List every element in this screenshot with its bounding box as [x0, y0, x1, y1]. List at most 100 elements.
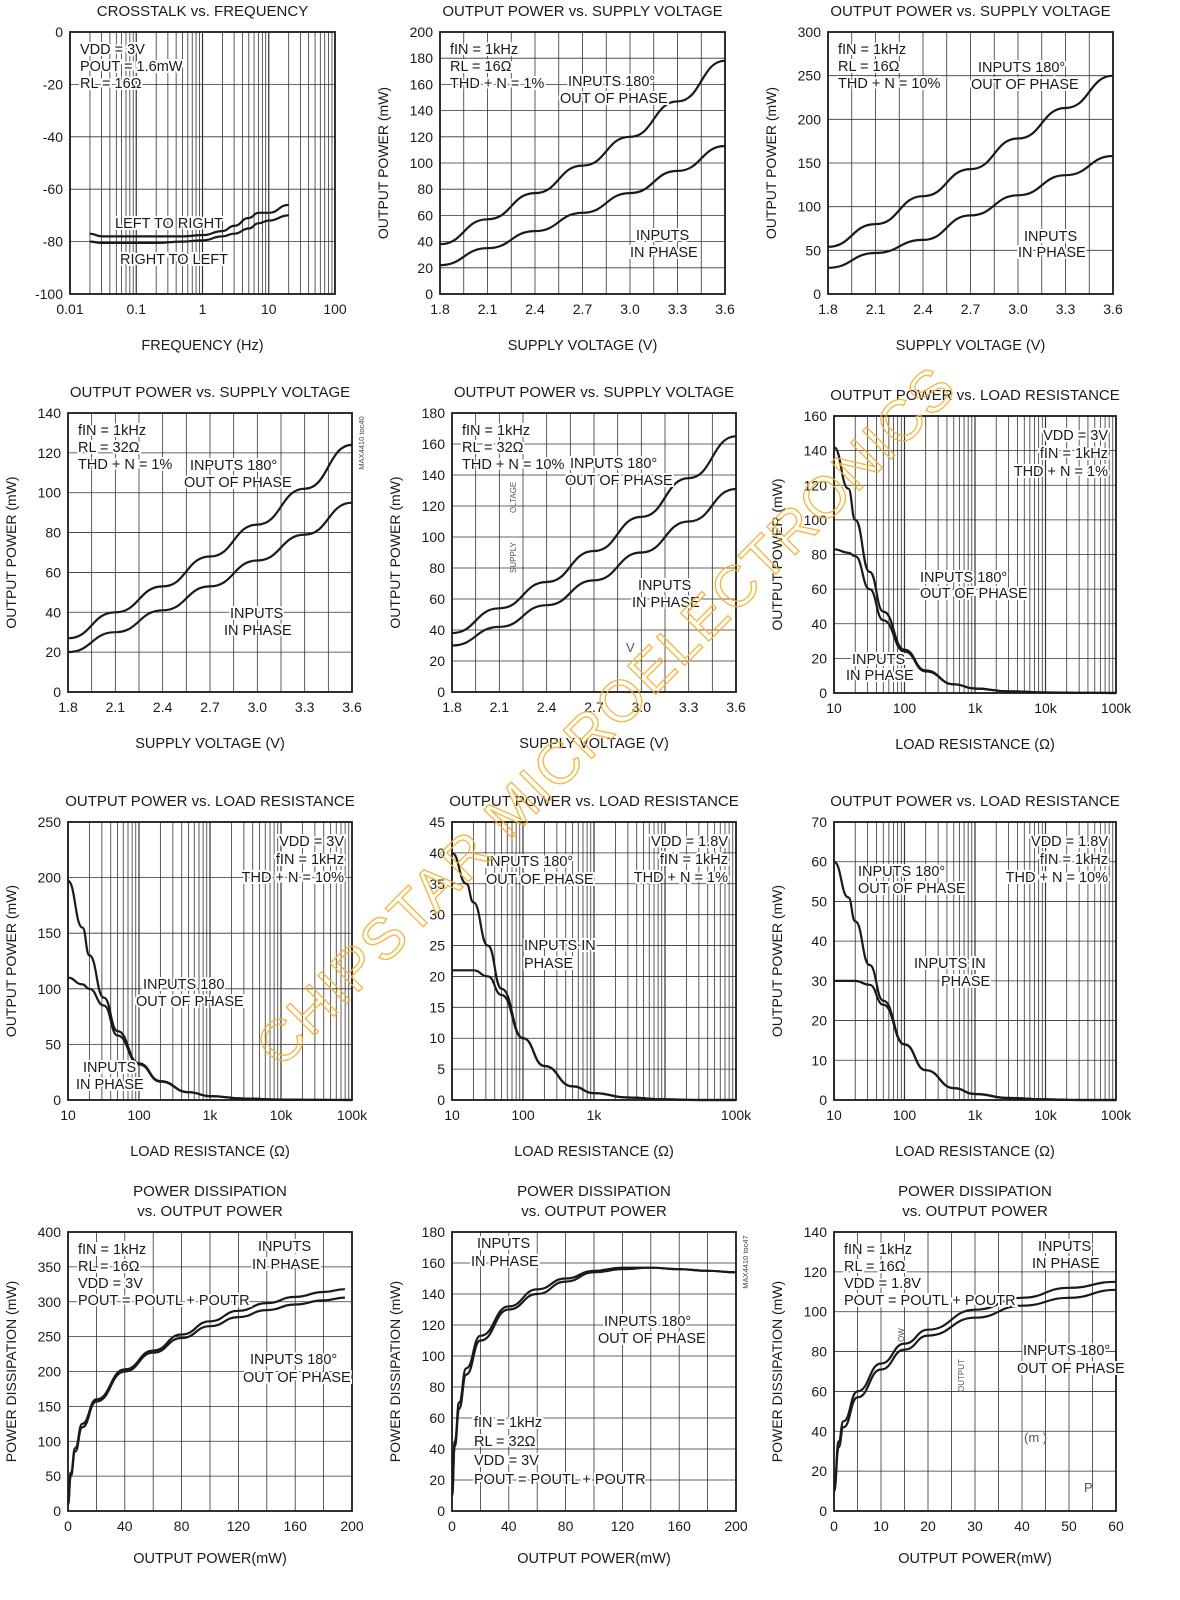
chart-pout-vs-rl-3v-10: OUTPUT POWER vs. LOAD RESISTANCE 10 100 1k 1… [3, 793, 368, 1160]
side-code: MAX4410 toc40 [357, 416, 366, 469]
y-tick-label: 0 [437, 1092, 445, 1108]
y-tick-label: 60 [429, 591, 445, 607]
x-tick-label: 10 [60, 1107, 76, 1123]
y-axis-label: POWER DISSIPATION (mW) [387, 1281, 403, 1462]
x-tick-label: 10 [261, 301, 277, 317]
y-tick-label: 140 [804, 1224, 828, 1240]
stray-scan-text: OLTAGE [509, 482, 518, 513]
chart-title: OUTPUT POWER vs. SUPPLY VOLTAGE [454, 384, 734, 401]
x-tick-label: 1 [199, 301, 207, 317]
x-tick-label: 2.7 [573, 301, 593, 317]
y-tick-label: 80 [429, 1379, 445, 1395]
x-tick-label: 50 [1061, 1518, 1077, 1534]
x-tick-label: 10k [1034, 700, 1058, 716]
condition-text: THD + N = 10% [1006, 870, 1108, 886]
curve-annotation: IN PHASE [252, 1257, 320, 1273]
y-tick-label: 20 [429, 1472, 445, 1488]
y-tick-label: 20 [811, 1013, 827, 1029]
chart-title: POWER DISSIPATION [517, 1183, 671, 1200]
x-tick-label: 100 [127, 1107, 151, 1123]
y-tick-label: 350 [38, 1259, 62, 1275]
x-tick-label: 10 [444, 1107, 460, 1123]
y-tick-label: -100 [35, 286, 63, 302]
series-line-b [67, 501, 353, 654]
curve-annotation: INPUTS [477, 1236, 530, 1252]
y-tick-label: 100 [410, 155, 434, 171]
curve-annotation: INPUTS 180° [486, 854, 573, 870]
curve-annotation: IN PHASE [1018, 245, 1086, 261]
curve-annotation: IN PHASE [630, 245, 698, 261]
x-tick-label: 1.8 [430, 301, 450, 317]
condition-text: THD + N = 10% [462, 457, 564, 473]
series-line-b [67, 976, 353, 1102]
y-tick-label: 40 [811, 616, 827, 632]
x-tick-label: 160 [284, 1518, 308, 1534]
x-tick-label: 3.6 [715, 301, 735, 317]
condition-text: VDD = 3V [80, 42, 145, 58]
y-tick-label: 30 [429, 907, 445, 923]
y-tick-label: 60 [811, 1383, 827, 1399]
y-tick-label: 100 [422, 529, 446, 545]
y-tick-label: 25 [429, 938, 445, 954]
plot-frame [67, 1231, 353, 1512]
condition-text: VDD = 3V [1043, 428, 1108, 444]
x-tick-label: 100k [721, 1107, 752, 1123]
y-tick-label: 40 [811, 1423, 827, 1439]
y-tick-label: 100 [798, 199, 822, 215]
x-tick-label: 2.4 [525, 301, 545, 317]
y-tick-label: 80 [811, 1344, 827, 1360]
chart-title: OUTPUT POWER vs. LOAD RESISTANCE [830, 793, 1119, 810]
y-tick-label: 50 [811, 893, 827, 909]
x-axis-label: LOAD RESISTANCE (Ω) [895, 1144, 1055, 1160]
y-tick-label: 120 [422, 1317, 446, 1333]
curve-annotation: INPUTS 180° [190, 458, 277, 474]
x-tick-label: 10 [873, 1518, 889, 1534]
x-tick-label: 120 [227, 1518, 251, 1534]
y-tick-label: 250 [38, 814, 62, 830]
y-tick-label: 15 [429, 999, 445, 1015]
x-tick-label: 80 [558, 1518, 574, 1534]
y-tick-label: 180 [422, 405, 446, 421]
x-tick-label: 0 [830, 1518, 838, 1534]
y-tick-label: 0 [819, 1503, 827, 1519]
y-tick-label: 200 [38, 1364, 62, 1380]
curve-annotation: INPUTS 180° [1023, 1343, 1110, 1359]
y-tick-label: 40 [45, 604, 61, 620]
curve-annotation: INPUTS 180° [920, 570, 1007, 586]
series-line-a [827, 74, 1114, 248]
stray-scan-text: (m ) [1024, 1430, 1047, 1445]
curve-annotation: IN PHASE [471, 1254, 539, 1270]
x-tick-label: 10k [270, 1107, 294, 1123]
chart-title: OUTPUT POWER vs. SUPPLY VOLTAGE [70, 384, 350, 401]
y-tick-label: 50 [45, 1036, 61, 1052]
plot-frame [67, 412, 353, 693]
condition-text: THD + N = 1% [78, 457, 172, 473]
series-line-b [832, 1288, 1117, 1493]
x-axis-label: LOAD RESISTANCE (Ω) [130, 1144, 290, 1160]
y-tick-label: 120 [410, 129, 434, 145]
y-tick-label: 60 [417, 207, 433, 223]
stray-scan-text: OUTPUT [957, 1359, 966, 1392]
curve-annotation: OUT OF PHASE [598, 1331, 706, 1347]
chart-pout-vs-vdd-32-10: OUTPUT POWER vs. SUPPLY VOLTAGE 1.8 2.1 2.4… [387, 384, 746, 752]
x-tick-label: 0.1 [127, 301, 147, 317]
condition-text: fIN = 1kHz [660, 852, 728, 868]
condition-text: RL = 16Ω [450, 59, 512, 75]
condition-text: fIN = 1kHz [78, 423, 146, 439]
y-tick-label: 0 [53, 684, 61, 700]
y-tick-label: 100 [38, 1433, 62, 1449]
plot-frame [451, 412, 737, 693]
x-tick-label: 3.0 [620, 301, 640, 317]
condition-text: fIN = 1kHz [1040, 852, 1108, 868]
x-axis-label: OUTPUT POWER(mW) [517, 1551, 671, 1567]
plot-frame [833, 821, 1117, 1101]
series-line-b [833, 979, 1116, 1102]
curve-annotation: INPUTS 180° [858, 864, 945, 880]
x-tick-label: 1.8 [58, 699, 78, 715]
condition-text: fIN = 1kHz [838, 42, 906, 58]
curve-annotation: IN PHASE [632, 595, 700, 611]
y-tick-label: 160 [804, 408, 828, 424]
series-line-b [450, 1266, 737, 1497]
y-tick-label: 120 [38, 445, 62, 461]
x-tick-label: 60 [1108, 1518, 1124, 1534]
